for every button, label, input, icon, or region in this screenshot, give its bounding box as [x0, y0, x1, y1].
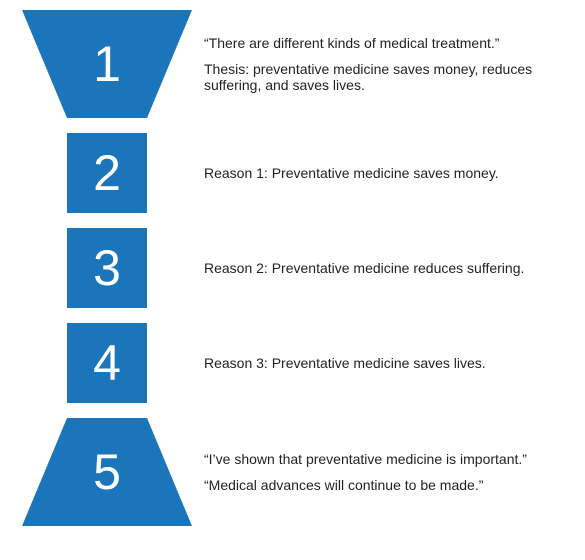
shape-intro: 1 — [22, 10, 192, 118]
step-number-4: 4 — [22, 323, 192, 403]
row-intro: 1 “There are different kinds of medical … — [0, 10, 585, 118]
reason1-text: Reason 1: Preventative medicine saves mo… — [204, 165, 569, 181]
text-reason2: Reason 2: Preventative medicine reduces … — [204, 228, 569, 308]
reason3-text: Reason 3: Preventative medicine saves li… — [204, 355, 569, 371]
intro-hook: “There are different kinds of medical tr… — [204, 35, 569, 51]
shape-reason3: 4 — [22, 323, 192, 403]
text-reason1: Reason 1: Preventative medicine saves mo… — [204, 133, 569, 213]
text-reason3: Reason 3: Preventative medicine saves li… — [204, 323, 569, 403]
shape-reason2: 3 — [22, 228, 192, 308]
row-reason2: 3 Reason 2: Preventative medicine reduce… — [0, 228, 585, 308]
intro-thesis: Thesis: preventative medicine saves mone… — [204, 61, 569, 93]
conclusion-restate: “I’ve shown that preventative medicine i… — [204, 451, 569, 467]
text-conclusion: “I’ve shown that preventative medicine i… — [204, 418, 569, 526]
essay-structure-diagram: 1 “There are different kinds of medical … — [0, 0, 585, 560]
text-intro: “There are different kinds of medical tr… — [204, 10, 569, 118]
step-number-1: 1 — [22, 10, 192, 118]
row-reason3: 4 Reason 3: Preventative medicine saves … — [0, 323, 585, 403]
shape-conclusion: 5 — [22, 418, 192, 526]
step-number-3: 3 — [22, 228, 192, 308]
step-number-2: 2 — [22, 133, 192, 213]
conclusion-clincher: “Medical advances will continue to be ma… — [204, 477, 569, 493]
row-conclusion: 5 “I’ve shown that preventative medicine… — [0, 418, 585, 526]
row-reason1: 2 Reason 1: Preventative medicine saves … — [0, 133, 585, 213]
shape-reason1: 2 — [22, 133, 192, 213]
reason2-text: Reason 2: Preventative medicine reduces … — [204, 260, 569, 276]
step-number-5: 5 — [22, 418, 192, 526]
